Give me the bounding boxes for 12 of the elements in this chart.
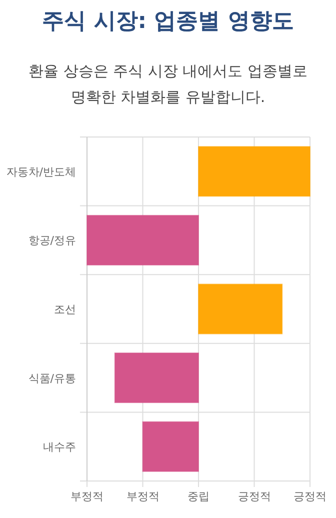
text: 부정적 xyxy=(126,490,160,503)
text: 부정적 xyxy=(70,490,104,503)
text: 긍정적 xyxy=(294,490,326,503)
text: 긍정적 xyxy=(238,490,271,503)
chart-title: 주식 시장: 업종별 영향도 xyxy=(41,8,295,36)
y-tick-label: 식품/유통 xyxy=(28,372,76,385)
y-tick-label: 자동차/반도체 xyxy=(6,165,76,178)
y-tick-label: 조선 xyxy=(54,303,76,316)
chart-subtitle: 환율 상승은 주식 시장 내에서도 업종별로 명확한 차별화를 유발합니다. xyxy=(28,61,308,108)
text: 중립 xyxy=(188,490,210,503)
y-tick-label: 항공/정유 xyxy=(28,234,76,248)
y-tick-label: 내수주 xyxy=(43,440,76,454)
